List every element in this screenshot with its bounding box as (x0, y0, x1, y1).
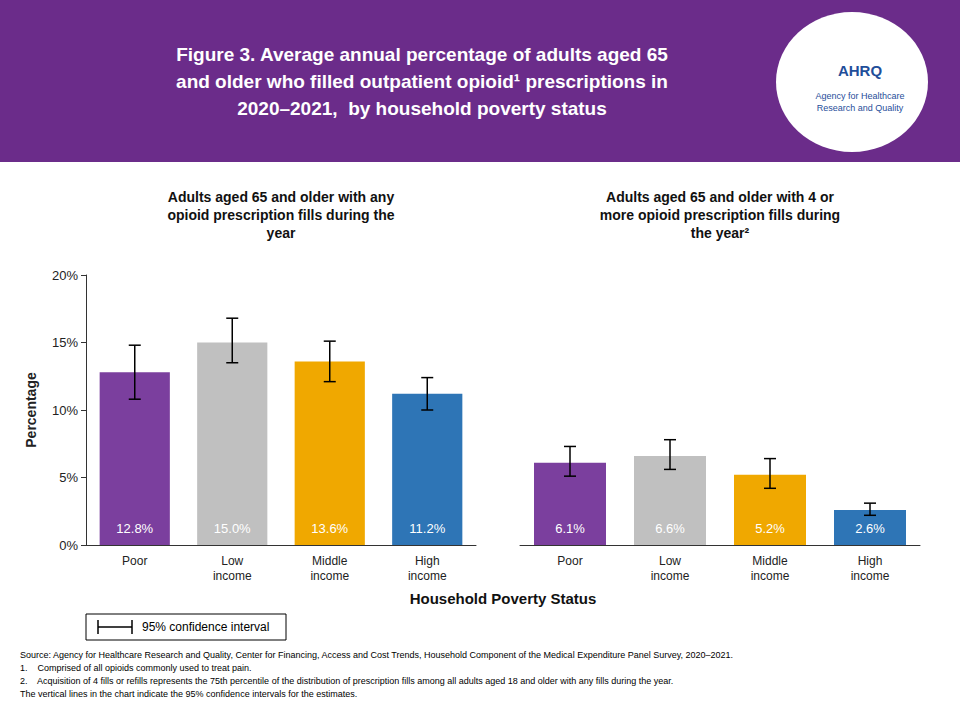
svg-text:opioid prescription fills duri: opioid prescription fills during the (167, 207, 394, 223)
svg-text:and older who filled outpatien: and older who filled outpatient opioid¹ … (176, 71, 668, 92)
svg-text:Percentage: Percentage (23, 372, 39, 448)
svg-text:6.6%: 6.6% (655, 521, 685, 536)
svg-text:Agency for Healthcare: Agency for Healthcare (815, 91, 904, 101)
svg-text:Middle: Middle (312, 554, 348, 568)
svg-text:Research and Quality: Research and Quality (817, 103, 904, 113)
svg-text:5%: 5% (59, 470, 78, 485)
svg-text:15.0%: 15.0% (214, 521, 251, 536)
svg-text:13.6%: 13.6% (311, 521, 348, 536)
svg-text:Source: Agency for Healthcare: Source: Agency for Healthcare Research a… (20, 650, 733, 660)
svg-text:AHRQ: AHRQ (838, 62, 882, 79)
svg-text:year: year (267, 225, 296, 241)
svg-text:income: income (213, 569, 252, 583)
svg-text:the year²: the year² (691, 225, 750, 241)
svg-text:Low: Low (659, 554, 681, 568)
svg-text:The vertical lines in the char: The vertical lines in the chart indicate… (20, 689, 357, 699)
svg-text:Middle: Middle (752, 554, 788, 568)
svg-text:2. Acquisition of 4 fills o: 2. Acquisition of 4 fills or refills rep… (20, 676, 673, 686)
svg-text:0%: 0% (59, 538, 78, 553)
svg-text:11.2%: 11.2% (409, 521, 445, 536)
svg-text:Adults aged 65 and older with: Adults aged 65 and older with any (168, 189, 395, 205)
svg-text:95% confidence interval: 95% confidence interval (142, 620, 269, 634)
svg-text:15%: 15% (52, 335, 78, 350)
svg-text:income: income (851, 569, 890, 583)
svg-text:5.2%: 5.2% (755, 521, 785, 536)
svg-text:20%: 20% (52, 268, 78, 283)
svg-text:10%: 10% (52, 403, 78, 418)
svg-text:Low: Low (221, 554, 243, 568)
svg-text:Adults aged 65 and older with: Adults aged 65 and older with 4 or (606, 189, 834, 205)
svg-text:2020–2021, by household pover: 2020–2021, by household poverty status (237, 98, 607, 119)
svg-text:Household Poverty Status: Household Poverty Status (410, 590, 597, 607)
svg-text:Figure 3. Average annual perce: Figure 3. Average annual percentage of a… (176, 44, 668, 65)
svg-text:more opioid prescription fills: more opioid prescription fills during (600, 207, 840, 223)
svg-text:2.6%: 2.6% (855, 521, 885, 536)
svg-text:income: income (310, 569, 349, 583)
svg-text:income: income (408, 569, 447, 583)
svg-text:Poor: Poor (122, 554, 147, 568)
svg-text:income: income (651, 569, 690, 583)
svg-text:High: High (858, 554, 883, 568)
svg-text:12.8%: 12.8% (116, 521, 153, 536)
svg-text:income: income (751, 569, 790, 583)
svg-text:Poor: Poor (557, 554, 582, 568)
svg-text:1. Comprised of all opioids: 1. Comprised of all opioids commonly use… (20, 663, 252, 673)
svg-text:High: High (415, 554, 440, 568)
svg-text:6.1%: 6.1% (555, 521, 585, 536)
